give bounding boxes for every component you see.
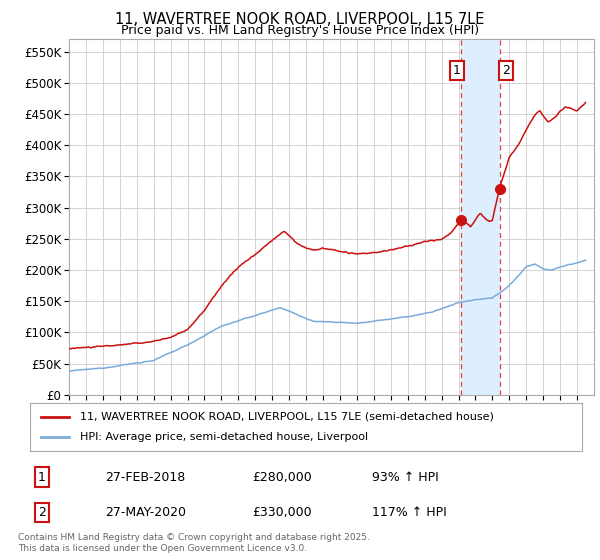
Text: 1: 1: [453, 64, 461, 77]
Text: 27-FEB-2018: 27-FEB-2018: [105, 470, 185, 484]
Text: 2: 2: [502, 64, 510, 77]
Text: £280,000: £280,000: [252, 470, 312, 484]
Bar: [461, 39, 499, 395]
Text: 2: 2: [38, 506, 46, 519]
Text: Contains HM Land Registry data © Crown copyright and database right 2025.
This d: Contains HM Land Registry data © Crown c…: [18, 533, 370, 553]
Text: 27-MAY-2020: 27-MAY-2020: [105, 506, 186, 519]
Text: 11, WAVERTREE NOOK ROAD, LIVERPOOL, L15 7LE: 11, WAVERTREE NOOK ROAD, LIVERPOOL, L15 …: [115, 12, 485, 27]
Text: HPI: Average price, semi-detached house, Liverpool: HPI: Average price, semi-detached house,…: [80, 432, 368, 442]
Text: 93% ↑ HPI: 93% ↑ HPI: [372, 470, 439, 484]
Text: 117% ↑ HPI: 117% ↑ HPI: [372, 506, 447, 519]
Text: 11, WAVERTREE NOOK ROAD, LIVERPOOL, L15 7LE (semi-detached house): 11, WAVERTREE NOOK ROAD, LIVERPOOL, L15 …: [80, 412, 494, 422]
Text: 1: 1: [38, 470, 46, 484]
Text: Price paid vs. HM Land Registry's House Price Index (HPI): Price paid vs. HM Land Registry's House …: [121, 24, 479, 36]
Text: £330,000: £330,000: [252, 506, 311, 519]
